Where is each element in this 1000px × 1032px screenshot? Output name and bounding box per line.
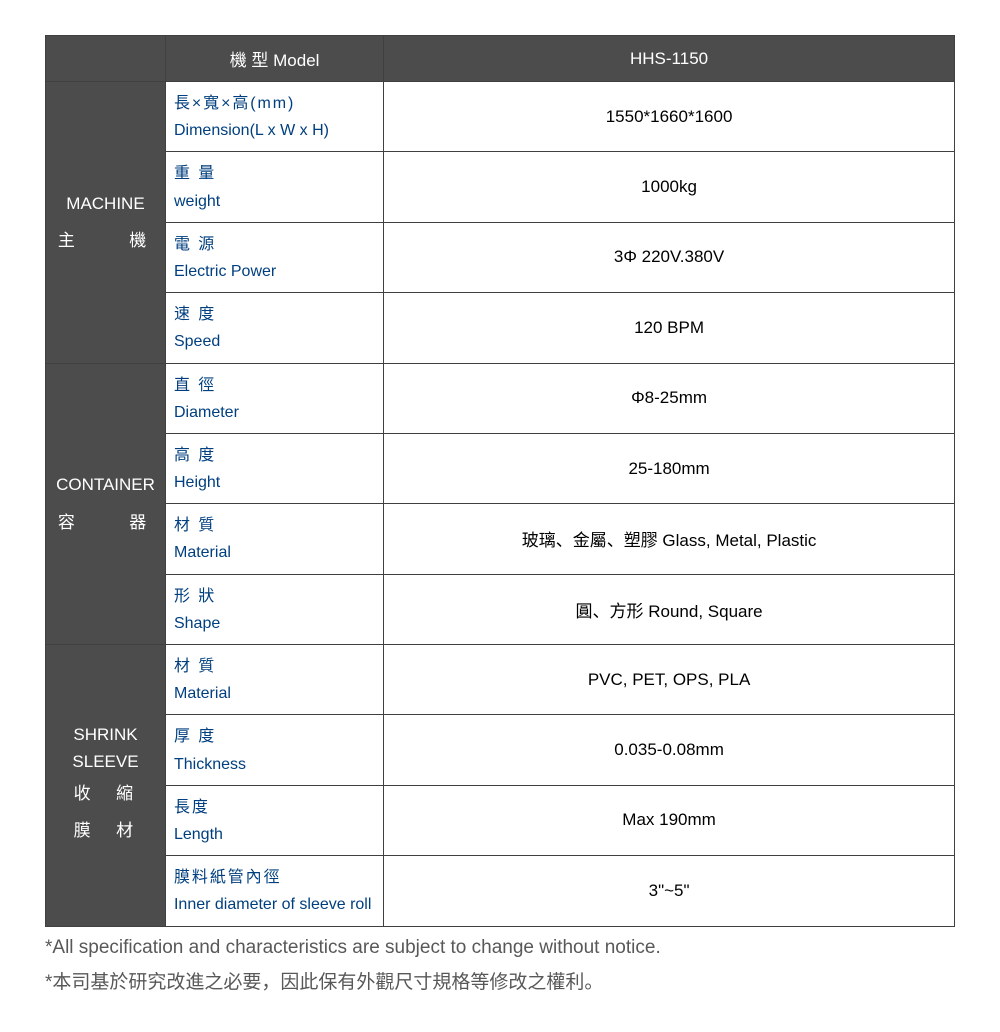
category-machine: MACHINE 主 機	[46, 82, 166, 364]
spec-label: 長×寬×高(mm) Dimension(L x W x H)	[165, 82, 383, 152]
table-row: 電 源 Electric Power 3Φ 220V.380V	[46, 222, 955, 292]
category-zh-line1: 收 縮	[49, 775, 162, 812]
table-header-row: 機 型 Model HHS-1150	[46, 36, 955, 82]
table-row: SHRINK SLEEVE 收 縮 膜 材 材 質 Material PVC, …	[46, 645, 955, 715]
table-row: 重 量 weight 1000kg	[46, 152, 955, 222]
category-zh-line2: 膜 材	[49, 812, 162, 849]
header-blank	[46, 36, 166, 82]
spec-label: 厚 度 Thickness	[165, 715, 383, 785]
table-row: 速 度 Speed 120 BPM	[46, 293, 955, 363]
spec-label: 速 度 Speed	[165, 293, 383, 363]
spec-value: PVC, PET, OPS, PLA	[384, 645, 955, 715]
spec-value: 3Φ 220V.380V	[384, 222, 955, 292]
footnote-en: *All specification and characteristics a…	[45, 933, 955, 962]
spec-value: 玻璃、金屬、塑膠 Glass, Metal, Plastic	[384, 504, 955, 574]
header-model-value: HHS-1150	[384, 36, 955, 82]
spec-label: 直 徑 Diameter	[165, 363, 383, 433]
category-en: CONTAINER	[49, 466, 162, 503]
spec-label: 高 度 Height	[165, 433, 383, 503]
spec-table: 機 型 Model HHS-1150 MACHINE 主 機 長×寬×高(mm)…	[45, 35, 955, 927]
footnote-zh: *本司基於研究改進之必要，因此保有外觀尺寸規格等修改之權利。	[45, 968, 955, 997]
spec-label: 材 質 Material	[165, 504, 383, 574]
spec-value: Φ8-25mm	[384, 363, 955, 433]
spec-value: 1550*1660*1600	[384, 82, 955, 152]
spec-label: 膜料紙管內徑 Inner diameter of sleeve roll	[165, 856, 383, 926]
spec-value: Max 190mm	[384, 785, 955, 855]
spec-value: 120 BPM	[384, 293, 955, 363]
category-zh: 容 器	[49, 504, 162, 541]
category-container: CONTAINER 容 器	[46, 363, 166, 645]
spec-label: 材 質 Material	[165, 645, 383, 715]
spec-value: 0.035-0.08mm	[384, 715, 955, 785]
category-en: SHRINK SLEEVE	[49, 721, 162, 775]
spec-label: 長度 Length	[165, 785, 383, 855]
spec-label: 電 源 Electric Power	[165, 222, 383, 292]
spec-value: 1000kg	[384, 152, 955, 222]
spec-label: 重 量 weight	[165, 152, 383, 222]
table-row: 形 狀 Shape 圓、方形 Round, Square	[46, 574, 955, 644]
table-row: MACHINE 主 機 長×寬×高(mm) Dimension(L x W x …	[46, 82, 955, 152]
spec-label: 形 狀 Shape	[165, 574, 383, 644]
spec-value: 3"~5"	[384, 856, 955, 926]
spec-value: 圓、方形 Round, Square	[384, 574, 955, 644]
table-row: CONTAINER 容 器 直 徑 Diameter Φ8-25mm	[46, 363, 955, 433]
category-zh: 主 機	[49, 222, 162, 259]
spec-value: 25-180mm	[384, 433, 955, 503]
table-row: 高 度 Height 25-180mm	[46, 433, 955, 503]
table-row: 長度 Length Max 190mm	[46, 785, 955, 855]
header-model-label: 機 型 Model	[165, 36, 383, 82]
category-en: MACHINE	[49, 185, 162, 222]
table-row: 厚 度 Thickness 0.035-0.08mm	[46, 715, 955, 785]
category-shrink-sleeve: SHRINK SLEEVE 收 縮 膜 材	[46, 645, 166, 927]
table-row: 膜料紙管內徑 Inner diameter of sleeve roll 3"~…	[46, 856, 955, 926]
table-row: 材 質 Material 玻璃、金屬、塑膠 Glass, Metal, Plas…	[46, 504, 955, 574]
